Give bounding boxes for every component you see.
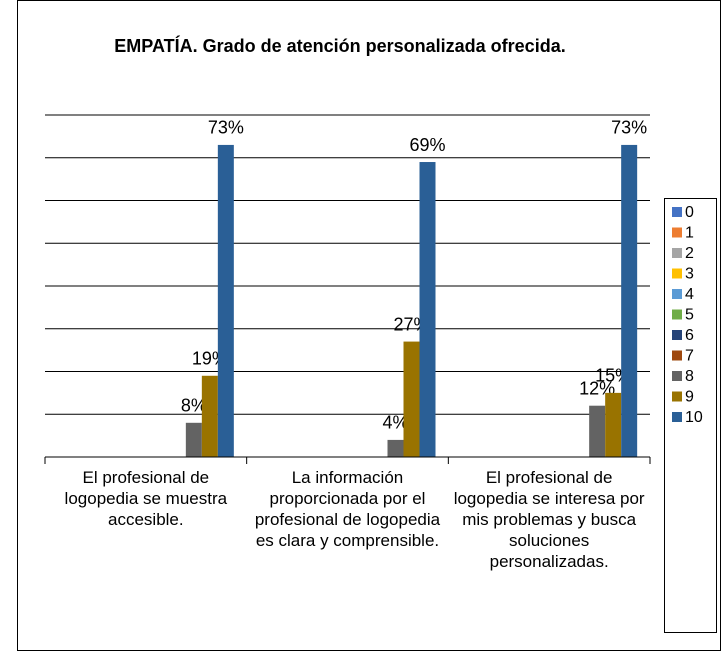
legend-swatch (672, 412, 682, 422)
legend-label: 6 (685, 327, 694, 344)
legend-label: 2 (685, 245, 694, 262)
legend-swatch (672, 371, 682, 381)
x-tick-label: El profesional de logopedia se muestra a… (64, 468, 228, 529)
legend-label: 5 (685, 307, 694, 324)
data-label: 69% (409, 135, 445, 155)
legend-swatch (672, 268, 682, 279)
x-tick-label: El profesional de logopedia se interesa … (453, 468, 645, 571)
bar (419, 162, 436, 457)
legend-swatch (672, 330, 682, 340)
chart-title: EMPATÍA. Grado de atención personalizada… (114, 36, 566, 56)
legend-label: 3 (685, 266, 694, 283)
data-label: 73% (611, 118, 647, 138)
data-label: 8% (181, 396, 207, 416)
legend-swatch (672, 309, 682, 320)
chart-border (17, 0, 721, 651)
legend-swatch (672, 227, 682, 238)
bar (387, 439, 404, 457)
legend-label: 8 (685, 368, 694, 385)
data-label: 73% (208, 118, 244, 138)
legend-swatch (672, 289, 682, 299)
data-label: 4% (382, 413, 408, 433)
bar (403, 341, 420, 457)
bar (605, 392, 622, 457)
bar (201, 375, 218, 457)
legend-swatch (672, 207, 682, 217)
legend-label: 4 (685, 286, 694, 303)
x-tick-label: La información proporcionada por el prof… (254, 468, 441, 550)
legend-swatch (672, 391, 682, 402)
legend-swatch (672, 350, 682, 361)
legend-label: 7 (685, 348, 694, 365)
legend-label: 10 (685, 409, 703, 426)
bar (185, 422, 202, 457)
legend-label: 0 (685, 204, 694, 221)
legend-label: 9 (685, 389, 694, 406)
bar (217, 144, 234, 458)
legend-swatch (672, 248, 682, 258)
bar (621, 144, 638, 458)
legend-label: 1 (685, 225, 694, 242)
bar (589, 405, 606, 457)
